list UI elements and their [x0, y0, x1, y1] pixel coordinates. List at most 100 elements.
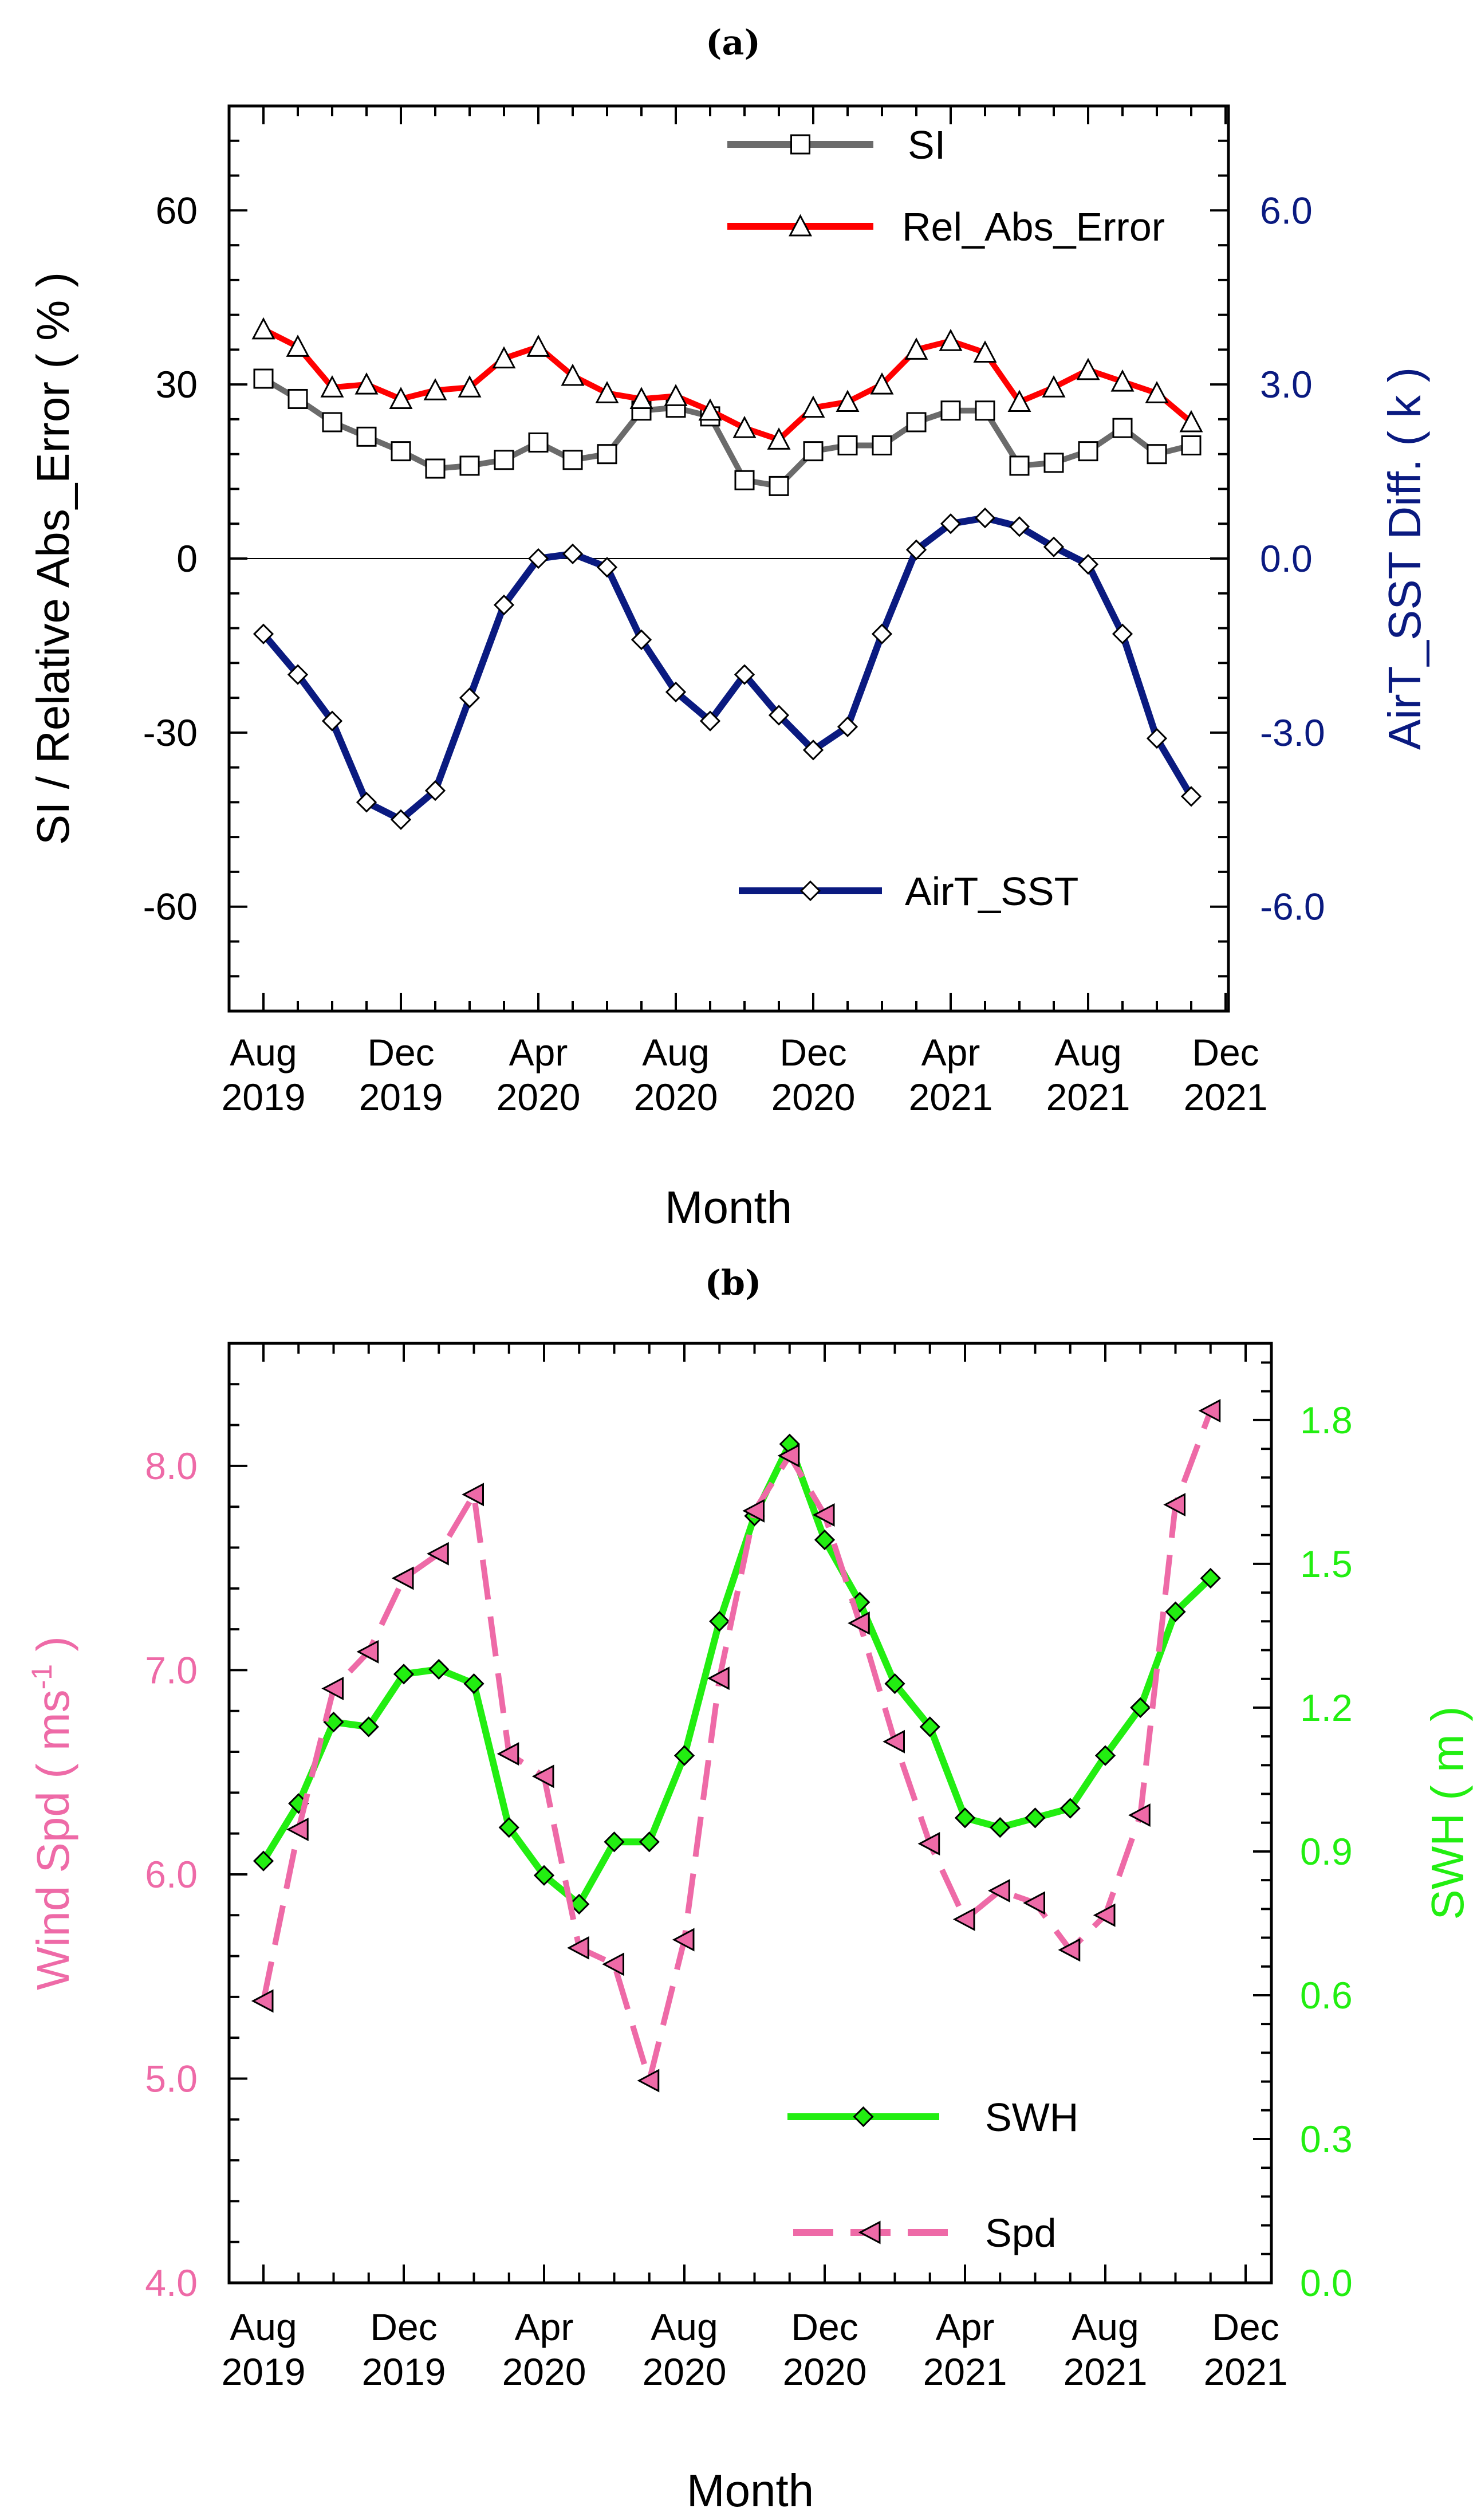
- data-point-si: [459, 455, 480, 476]
- data-point-rel_abs_error: [458, 375, 482, 398]
- data-point-airt_sst: [356, 792, 377, 813]
- data-point-spd: [1198, 1399, 1221, 1423]
- data-point-airt_sst: [940, 513, 962, 534]
- panel-b-left-axis-title-sup: -1: [26, 1664, 58, 1689]
- data-point-spd: [812, 1503, 835, 1527]
- data-point-spd: [1163, 1493, 1185, 1517]
- data-point-airt_sst: [734, 664, 755, 685]
- data-point-rel_abs_error: [286, 335, 310, 357]
- data-point-swh: [639, 1831, 660, 1853]
- y2-tick-label: 1.2: [1300, 1686, 1353, 1729]
- legend-marker: [858, 2220, 881, 2244]
- data-point-spd: [637, 2069, 660, 2093]
- panel-b-tick-labels: Aug 2019 Dec 2019 Apr 2020 Aug 2020 Dec 2020 Apr 20…: [145, 1399, 1353, 2393]
- legend-label: SWH: [985, 2095, 1078, 2140]
- x-tick-label: Aug 2019: [222, 2306, 306, 2393]
- data-point-rel_abs_error: [251, 317, 275, 340]
- data-point-spd: [672, 1928, 695, 1952]
- y2-tick-label: 0.3: [1300, 2118, 1353, 2160]
- data-point-si: [597, 444, 617, 465]
- data-point-airt_sst: [768, 705, 790, 726]
- y2-tick-label: 0.6: [1300, 1974, 1353, 2016]
- x-tick-label: Apr 2021: [923, 2306, 1007, 2393]
- data-point-rel_abs_error: [1110, 369, 1135, 392]
- data-point-spd: [391, 1566, 414, 1590]
- legend-marker: [789, 214, 812, 237]
- data-point-rel_abs_error: [939, 328, 963, 351]
- data-point-airt_sst: [1112, 623, 1133, 644]
- data-point-swh: [428, 1658, 450, 1680]
- data-point-si: [356, 426, 377, 447]
- data-point-airt_sst: [596, 557, 618, 578]
- panel-b: (b) SWH Spd Aug 2019 Dec 2019 Apr 2020 Aug 2020 D…: [26, 1263, 1473, 2516]
- panel-b-left-axis-title-end: ): [27, 1636, 78, 1664]
- data-point-si: [391, 441, 411, 462]
- panel-a-right-axis-title: AirT_SST Diff. ( k ): [1379, 367, 1430, 750]
- data-point-si: [425, 458, 446, 479]
- data-point-airt_sst: [287, 664, 309, 685]
- series-line-airt_sst: [261, 514, 1195, 823]
- data-point-si: [872, 435, 892, 455]
- data-point-spd: [777, 1444, 800, 1468]
- data-point-si: [803, 441, 824, 462]
- data-point-spd: [286, 1818, 309, 1842]
- data-point-airt_sst: [665, 681, 687, 703]
- data-point-swh: [463, 1673, 485, 1695]
- series-line-swh: [260, 1440, 1213, 1908]
- panel-a-label: (a): [706, 23, 761, 63]
- data-point-spd: [321, 1677, 344, 1701]
- data-point-spd: [742, 1499, 765, 1523]
- panel-b-ticks: [229, 1342, 1271, 2284]
- panel-b-label: (b): [705, 1263, 762, 1303]
- legend-marker: [790, 134, 810, 155]
- panel-b-right-axis-title: SWH ( m ): [1422, 1706, 1473, 1920]
- x-tick-label: Dec 2021: [1204, 2306, 1288, 2393]
- series-line-si: [262, 376, 1192, 489]
- data-point-rel_abs_error: [595, 381, 619, 403]
- y-tick-label: 6.0: [145, 1853, 198, 1896]
- data-point-si: [1112, 418, 1133, 438]
- data-point-spd: [1058, 1938, 1081, 1962]
- data-point-swh: [709, 1611, 730, 1632]
- data-point-airt_sst: [390, 809, 412, 830]
- data-point-rel_abs_error: [492, 346, 516, 369]
- data-point-si: [253, 368, 274, 389]
- data-point-airt_sst: [871, 623, 893, 644]
- data-point-spd: [1128, 1803, 1151, 1827]
- data-point-swh: [954, 1807, 976, 1829]
- data-point-airt_sst: [459, 687, 480, 709]
- x-tick-label: Aug 2019: [222, 1031, 306, 1118]
- data-point-spd: [707, 1666, 730, 1691]
- data-point-rel_abs_error: [870, 372, 894, 395]
- data-point-airt_sst: [321, 710, 343, 732]
- data-point-airt_sst: [1009, 516, 1030, 537]
- data-point-spd: [251, 1989, 274, 2013]
- data-point-si: [1147, 444, 1167, 465]
- data-point-si: [528, 432, 549, 453]
- data-point-airt_sst: [905, 539, 927, 560]
- data-point-spd: [1093, 1903, 1116, 1927]
- data-point-si: [734, 470, 755, 490]
- data-point-rel_abs_error: [1179, 410, 1203, 433]
- data-point-rel_abs_error: [355, 372, 379, 395]
- data-point-si: [906, 412, 927, 433]
- y-tick-label: -60: [143, 886, 198, 928]
- data-point-airt_sst: [493, 594, 515, 616]
- data-point-spd: [497, 1742, 519, 1766]
- data-point-swh: [1025, 1807, 1046, 1829]
- panel-b-left-axis-title-main: Wind Spd ( ms: [27, 1689, 78, 1990]
- data-point-airt_sst: [802, 740, 824, 761]
- data-point-spd: [988, 1878, 1010, 1902]
- data-point-si: [975, 400, 995, 421]
- panel-b-series: [251, 1399, 1221, 2093]
- data-point-swh: [1200, 1567, 1221, 1589]
- panel-a-series: [251, 317, 1203, 830]
- x-tick-label: Dec 2019: [362, 2306, 446, 2393]
- series-line-rel_abs_error: [262, 327, 1194, 443]
- legend-label: Rel_Abs_Error: [902, 205, 1165, 249]
- data-point-swh: [358, 1716, 379, 1737]
- data-point-si: [1181, 435, 1202, 455]
- data-point-rel_abs_error: [1007, 390, 1031, 412]
- data-point-rel_abs_error: [1076, 357, 1100, 380]
